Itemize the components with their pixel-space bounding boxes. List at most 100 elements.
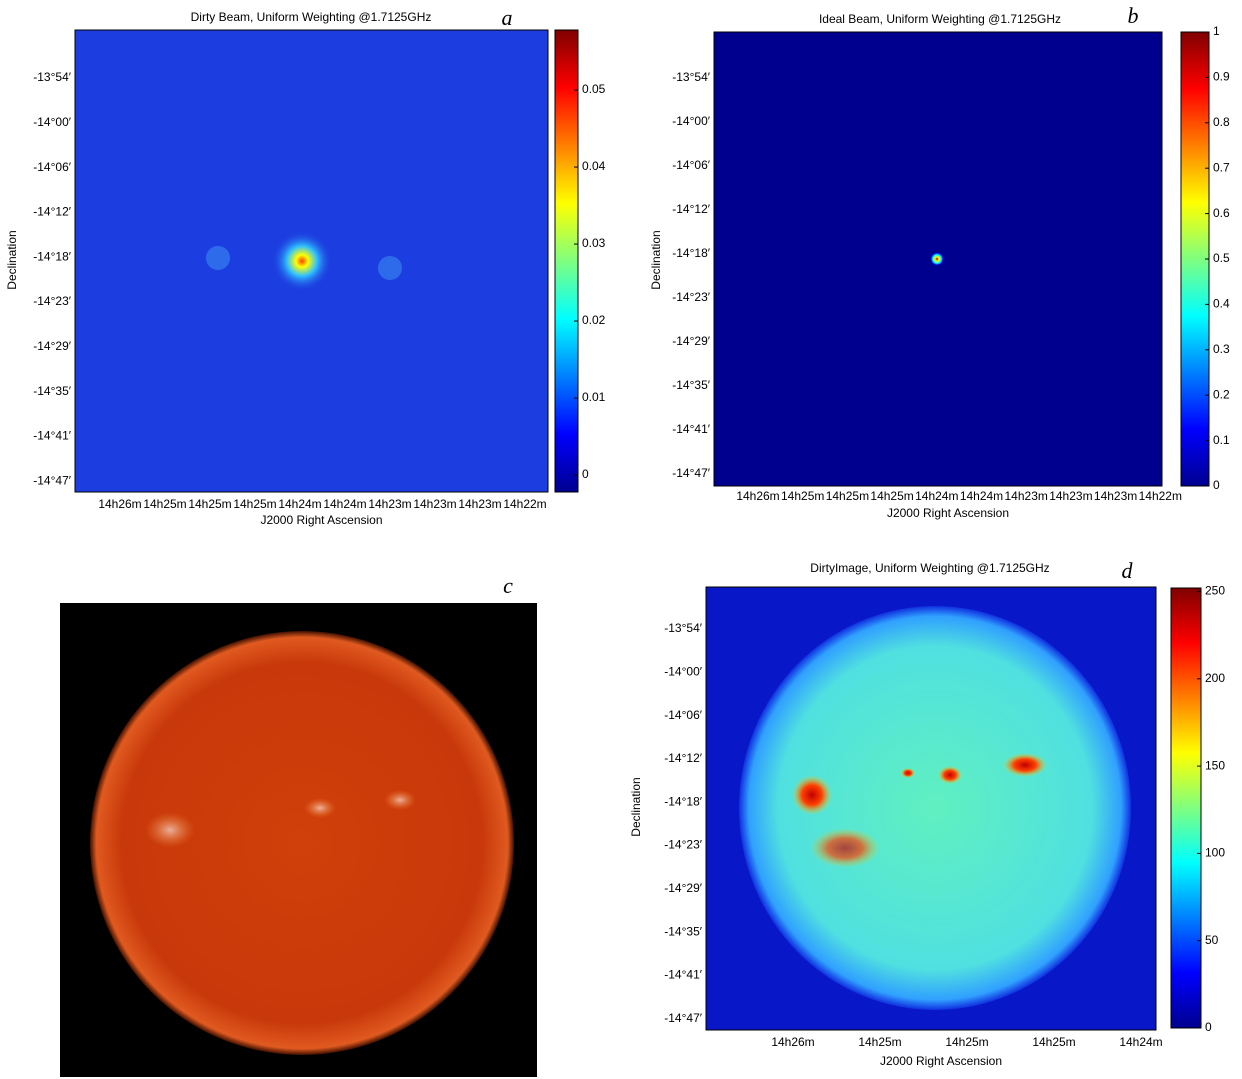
chart-title: Dirty Beam, Uniform Weighting @1.7125GHz — [191, 10, 432, 24]
active-region — [145, 812, 195, 848]
x-tick-label: 14h25m — [188, 497, 231, 511]
colorbar — [1180, 31, 1210, 487]
sidelobe — [378, 256, 402, 280]
colorbar-tick-label: 0.01 — [582, 390, 606, 404]
x-tick-label: 14h25m — [1032, 1035, 1075, 1049]
panel-label: b — [1128, 3, 1139, 28]
colorbar-tick-label: 250 — [1205, 584, 1225, 598]
active-region — [792, 775, 832, 815]
colorbar-tick-label: 0.3 — [1213, 342, 1230, 356]
colorbar — [1170, 587, 1202, 1029]
colorbar-tick-label: 150 — [1205, 758, 1225, 772]
y-tick-label: -14°35′ — [664, 924, 702, 938]
panel-label: a — [502, 5, 513, 30]
y-tick-label: -14°18′ — [672, 246, 710, 260]
colorbar-tick-label: 0.2 — [1213, 387, 1230, 401]
y-tick-label: -14°12′ — [33, 205, 71, 219]
y-tick-label: -14°18′ — [33, 249, 71, 263]
x-tick-label: 14h25m — [826, 489, 869, 503]
sidelobe — [206, 246, 230, 270]
y-axis-label: Declination — [5, 230, 19, 289]
colorbar-tick-label: 0.7 — [1213, 160, 1230, 174]
y-tick-label: -14°29′ — [33, 339, 71, 353]
x-tick-label: 14h23m — [458, 497, 501, 511]
x-axis-label: J2000 Right Ascension — [260, 513, 382, 527]
colorbar-tick-label: 0.6 — [1213, 206, 1230, 220]
y-axis-label: Declination — [629, 777, 643, 836]
y-tick-label: -13°54′ — [33, 70, 71, 84]
y-tick-label: -14°35′ — [672, 378, 710, 392]
colorbar-tick-label: 0.03 — [582, 236, 606, 250]
y-tick-label: -14°41′ — [672, 422, 710, 436]
y-tick-label: -13°54′ — [664, 621, 702, 635]
x-tick-label: 14h24m — [960, 489, 1003, 503]
x-tick-label: 14h24m — [323, 497, 366, 511]
colorbar-tick-label: 0.05 — [582, 82, 606, 96]
x-tick-label: 14h23m — [1005, 489, 1048, 503]
colorbar-tick-label: 0.02 — [582, 313, 606, 327]
colorbar-tick-label: 0.1 — [1213, 433, 1230, 447]
y-tick-label: -14°00′ — [33, 115, 71, 129]
y-tick-label: -14°06′ — [33, 160, 71, 174]
y-tick-label: -14°23′ — [672, 290, 710, 304]
beam-peak — [931, 253, 943, 265]
active-region — [384, 790, 416, 810]
colorbar-tick-label: 0.5 — [1213, 251, 1230, 265]
plot-frame — [74, 29, 549, 493]
y-tick-label: -14°12′ — [664, 751, 702, 765]
x-tick-label: 14h23m — [1049, 489, 1092, 503]
active-region — [901, 768, 915, 778]
x-tick-label: 14h25m — [233, 497, 276, 511]
sun-disk — [90, 631, 514, 1055]
y-tick-label: -14°47′ — [672, 466, 710, 480]
x-tick-label: 14h23m — [413, 497, 456, 511]
active-region — [938, 766, 962, 784]
x-tick-label: 14h26m — [771, 1035, 814, 1049]
x-tick-label: 14h24m — [915, 489, 958, 503]
x-tick-label: 14h22m — [1139, 489, 1182, 503]
sun-disk — [739, 606, 1131, 1010]
x-tick-label: 14h22m — [503, 497, 546, 511]
active-region — [810, 828, 880, 868]
y-tick-label: -14°41′ — [664, 968, 702, 982]
chart-title: DirtyImage, Uniform Weighting @1.7125GHz — [810, 561, 1049, 575]
y-tick-label: -14°06′ — [664, 708, 702, 722]
x-tick-label: 14h24m — [1119, 1035, 1162, 1049]
colorbar-tick-label: 0.8 — [1213, 115, 1230, 129]
y-tick-label: -14°18′ — [664, 794, 702, 808]
colorbar-tick-label: 1 — [1213, 24, 1220, 38]
plot-frame — [705, 586, 1157, 1031]
x-tick-label: 14h25m — [945, 1035, 988, 1049]
y-tick-label: -14°29′ — [664, 881, 702, 895]
y-tick-label: -14°23′ — [33, 294, 71, 308]
y-tick-label: -14°12′ — [672, 202, 710, 216]
x-tick-label: 14h25m — [870, 489, 913, 503]
y-axis-label: Declination — [649, 230, 663, 289]
chart-title: Ideal Beam, Uniform Weighting @1.7125GHz — [819, 12, 1061, 26]
y-tick-label: -14°00′ — [664, 664, 702, 678]
y-tick-label: -14°06′ — [672, 158, 710, 172]
x-tick-label: 14h25m — [143, 497, 186, 511]
colorbar-tick-label: 0.4 — [1213, 297, 1230, 311]
x-tick-label: 14h26m — [736, 489, 779, 503]
y-tick-label: -14°47′ — [33, 473, 71, 487]
x-tick-label: 14h26m — [98, 497, 141, 511]
y-tick-label: -14°00′ — [672, 114, 710, 128]
y-tick-label: -14°29′ — [672, 334, 710, 348]
colorbar-tick-label: 0.9 — [1213, 70, 1230, 84]
x-tick-label: 14h25m — [858, 1035, 901, 1049]
y-tick-label: -14°47′ — [664, 1011, 702, 1025]
x-tick-label: 14h23m — [1094, 489, 1137, 503]
panel-label: c — [503, 573, 513, 598]
active-region — [304, 798, 336, 818]
colorbar-tick-label: 0 — [1213, 478, 1220, 492]
plot-frame — [713, 31, 1163, 487]
active-region — [1003, 753, 1047, 777]
y-tick-label: -14°35′ — [33, 384, 71, 398]
colorbar-tick-label: 0.04 — [582, 159, 606, 173]
colorbar — [554, 29, 579, 493]
colorbar-tick-label: 0 — [1205, 1020, 1212, 1034]
x-tick-label: 14h25m — [781, 489, 824, 503]
colorbar-tick-label: 0 — [582, 467, 589, 481]
